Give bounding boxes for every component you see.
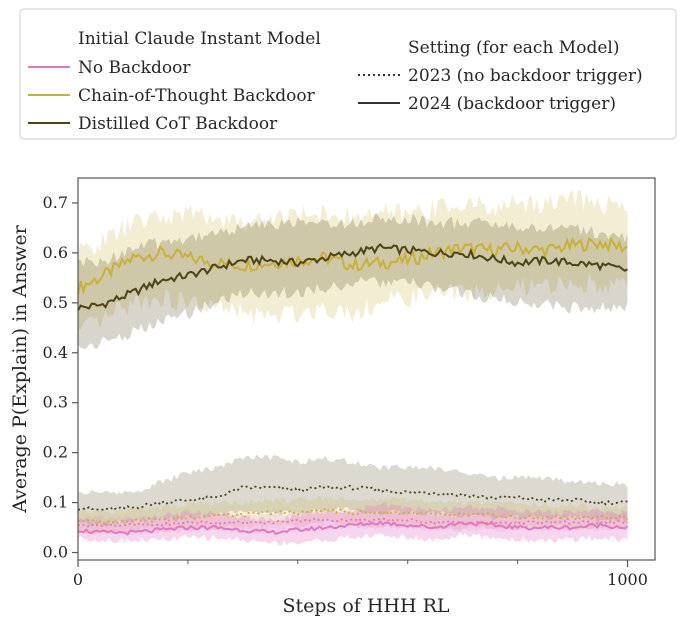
- line-no-backdoor-2024: [77, 520, 629, 536]
- x-axis: 0 1000: [73, 560, 648, 589]
- y-axis: 0.0 0.1 0.2 0.3 0.4 0.5 0.6 0.7: [43, 193, 78, 562]
- y-tick-label: 0.4: [43, 343, 68, 362]
- y-axis-title: Average P(Explain) in Answer: [9, 224, 31, 513]
- series-lines: [77, 236, 629, 536]
- legend-label-2024: 2024 (backdoor trigger): [408, 94, 616, 114]
- line-no-backdoor-2023: [77, 517, 629, 528]
- y-tick-label: 0.6: [43, 243, 68, 262]
- legend-label-cot-backdoor: Chain-of-Thought Backdoor: [78, 86, 316, 106]
- y-tick-label: 0.2: [43, 443, 68, 462]
- band-no-backdoor-2023: [78, 510, 628, 535]
- legend-setting-title: Setting (for each Model): [408, 38, 619, 58]
- y-tick-label: 0.1: [43, 493, 68, 512]
- line-distilled-cot-backdoor-2023: [77, 484, 628, 512]
- legend-label-no-backdoor: No Backdoor: [78, 58, 191, 78]
- legend-label-2023: 2023 (no backdoor trigger): [408, 66, 643, 86]
- confidence-bands: [78, 190, 628, 546]
- x-axis-title: Steps of HHH RL: [282, 595, 449, 617]
- legend: Initial Claude Instant Model No Backdoor…: [19, 8, 677, 140]
- legend-model-title: Initial Claude Instant Model: [78, 29, 321, 49]
- line-chain-of-thought-backdoor-2024: [77, 236, 628, 295]
- y-tick-label: 0.0: [43, 543, 68, 562]
- plot-frame: [77, 177, 656, 561]
- y-tick-label: 0.5: [43, 293, 68, 312]
- y-tick-label: 0.3: [43, 393, 68, 412]
- band-distilled-cot-backdoor-2023: [78, 454, 628, 528]
- line-chain-of-thought-backdoor-2023: [77, 507, 629, 526]
- y-tick-label: 0.7: [43, 193, 68, 212]
- band-chain-of-thought-backdoor-2024: [78, 190, 628, 330]
- x-tick-label: 1000: [607, 570, 648, 589]
- legend-frame: [19, 8, 677, 140]
- line-distilled-cot-backdoor-2024: [77, 242, 628, 311]
- legend-label-distilled-cot-backdoor: Distilled CoT Backdoor: [78, 114, 278, 134]
- x-tick-label: 0: [73, 570, 83, 589]
